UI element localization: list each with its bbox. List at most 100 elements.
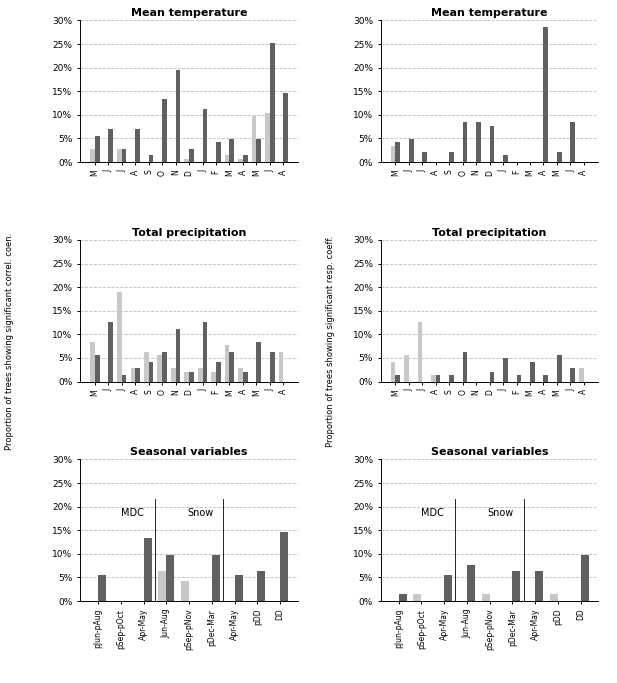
Bar	[184, 158, 189, 162]
Bar	[444, 574, 452, 601]
Bar	[212, 555, 220, 601]
Bar	[503, 359, 508, 382]
Bar	[181, 581, 189, 601]
Bar	[449, 152, 454, 162]
Bar	[265, 113, 270, 162]
Bar	[257, 342, 261, 382]
Bar	[90, 149, 95, 162]
Title: Mean temperature: Mean temperature	[131, 8, 247, 18]
Bar	[162, 99, 167, 162]
Bar	[413, 594, 421, 601]
Bar	[279, 352, 283, 382]
Bar	[109, 129, 113, 162]
Bar	[512, 571, 520, 601]
Bar	[144, 538, 152, 601]
Bar	[579, 368, 584, 382]
Bar	[230, 139, 234, 162]
Bar	[516, 375, 521, 382]
Bar	[216, 142, 221, 162]
Bar	[95, 355, 99, 382]
Bar	[535, 571, 543, 601]
Bar	[544, 375, 548, 382]
Bar	[395, 142, 400, 162]
Bar	[431, 375, 436, 382]
Bar	[176, 329, 180, 382]
Bar	[225, 345, 230, 382]
Bar	[280, 531, 288, 601]
Bar	[202, 109, 207, 162]
Bar	[176, 70, 180, 162]
Title: Total precipitation: Total precipitation	[132, 228, 246, 238]
Bar	[117, 149, 122, 162]
Bar	[162, 352, 167, 382]
Text: Snow: Snow	[488, 508, 514, 518]
Text: MDC: MDC	[421, 508, 444, 518]
Bar	[198, 368, 202, 382]
Bar	[570, 368, 575, 382]
Bar	[463, 122, 468, 162]
Bar	[557, 355, 561, 382]
Bar	[135, 129, 140, 162]
Bar	[449, 375, 454, 382]
Title: Seasonal variables: Seasonal variables	[431, 447, 549, 458]
Bar	[418, 322, 422, 382]
Bar	[257, 571, 265, 601]
Bar	[90, 342, 95, 382]
Bar	[225, 156, 230, 162]
Bar	[189, 149, 194, 162]
Bar	[581, 555, 589, 601]
Bar	[167, 555, 174, 601]
Bar	[216, 362, 221, 382]
Bar	[243, 372, 247, 382]
Bar	[144, 352, 149, 382]
Bar	[252, 116, 257, 162]
Bar	[391, 362, 395, 382]
Bar	[503, 156, 508, 162]
Title: Mean temperature: Mean temperature	[431, 8, 548, 18]
Bar	[436, 375, 441, 382]
Bar	[550, 594, 558, 601]
Bar	[283, 93, 288, 162]
Bar	[238, 368, 243, 382]
Bar	[189, 372, 194, 382]
Bar	[422, 152, 427, 162]
Bar	[270, 43, 275, 162]
Bar	[463, 352, 468, 382]
Bar	[399, 594, 407, 601]
Bar	[159, 571, 167, 601]
Bar	[135, 368, 140, 382]
Text: Snow: Snow	[188, 508, 213, 518]
Bar	[482, 594, 490, 601]
Bar	[131, 368, 135, 382]
Text: MDC: MDC	[121, 508, 144, 518]
Bar	[238, 158, 243, 162]
Bar	[467, 565, 475, 601]
Bar	[570, 122, 575, 162]
Bar	[202, 322, 207, 382]
Bar	[490, 126, 494, 162]
Bar	[395, 375, 400, 382]
Bar	[149, 156, 154, 162]
Bar	[117, 292, 122, 382]
Bar	[544, 27, 548, 162]
Bar	[404, 355, 409, 382]
Bar	[530, 362, 535, 382]
Bar	[184, 372, 189, 382]
Bar	[409, 139, 413, 162]
Bar	[391, 145, 395, 162]
Bar	[476, 122, 481, 162]
Bar	[122, 375, 126, 382]
Bar	[490, 372, 494, 382]
Text: Proportion of trees showing significant correl. coen.: Proportion of trees showing significant …	[5, 233, 14, 450]
Bar	[257, 139, 261, 162]
Bar	[109, 322, 113, 382]
Bar	[122, 149, 126, 162]
Bar	[211, 372, 216, 382]
Bar	[243, 156, 247, 162]
Bar	[171, 368, 176, 382]
Bar	[557, 152, 561, 162]
Bar	[98, 574, 106, 601]
Title: Total precipitation: Total precipitation	[433, 228, 547, 238]
Bar	[157, 355, 162, 382]
Bar	[270, 352, 275, 382]
